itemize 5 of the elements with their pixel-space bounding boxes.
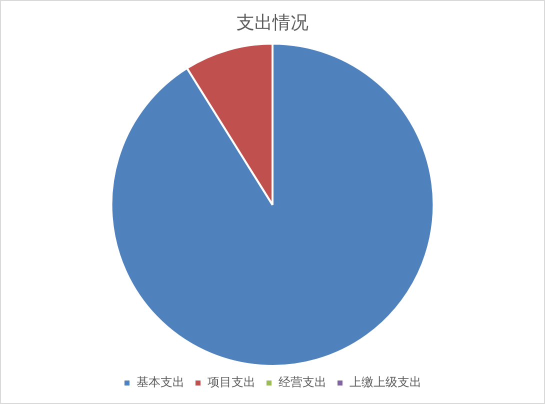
legend-label: 上缴上级支出 xyxy=(350,375,422,390)
legend-label: 经营支出 xyxy=(278,375,326,390)
legend-label: 项目支出 xyxy=(208,375,256,390)
legend-label: 基本支出 xyxy=(136,375,184,390)
chart-title: 支出情况 xyxy=(236,12,308,34)
